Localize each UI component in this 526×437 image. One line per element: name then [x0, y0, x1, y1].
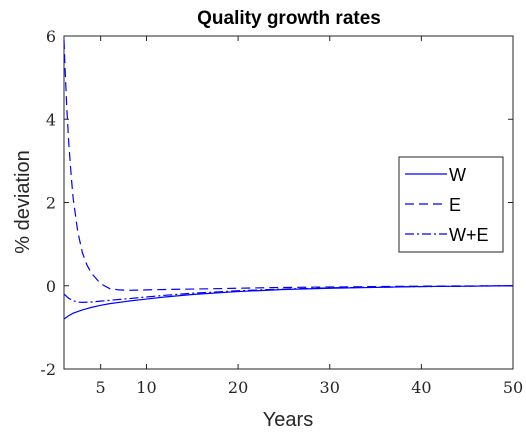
x-axis-label: Years: [263, 409, 313, 431]
x-tick-label: 5: [96, 378, 106, 397]
x-tick-label: 10: [136, 378, 156, 397]
y-tick-label: 0: [46, 277, 56, 296]
y-tick-label: 6: [46, 27, 56, 46]
series-line-w-e: [63, 285, 514, 304]
legend: WE W+E: [398, 156, 504, 253]
series-line-w: [63, 285, 514, 320]
y-axis-label: % deviation: [12, 150, 34, 253]
y-tick-label: 2: [46, 194, 56, 213]
legend-label: W+E: [449, 225, 489, 245]
series-line-e: [63, 40, 514, 291]
x-axis-ticks: 5 10 20 30 40 50: [96, 36, 523, 397]
y-tick-label: -2: [40, 360, 56, 379]
x-tick-label: 20: [228, 378, 248, 397]
legend-box: [398, 156, 504, 253]
y-tick-label: 4: [46, 110, 56, 129]
legend-label: W: [449, 165, 466, 185]
chart-title: Quality growth rates: [197, 8, 381, 29]
y-axis-ticks: -2 0 2 4 6: [40, 27, 513, 379]
x-tick-label: 50: [503, 378, 523, 397]
legend-label: E: [449, 195, 461, 215]
x-tick-label: 30: [320, 378, 340, 397]
series-layer: [63, 40, 514, 320]
x-tick-label: 40: [411, 378, 431, 397]
